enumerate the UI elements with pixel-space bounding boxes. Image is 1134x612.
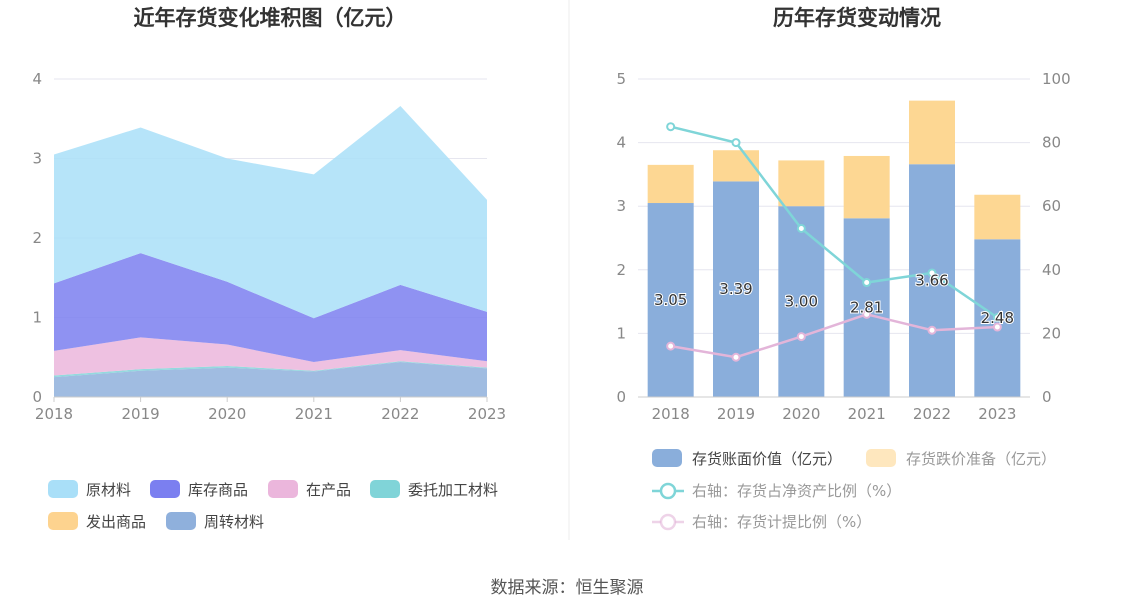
right-y2-tick-label: 80 [1042,134,1061,152]
bar-impairment [909,100,955,165]
bar-impairment [778,160,825,207]
right-y-tick-label: 4 [616,134,626,152]
bar-value-label: 3.00 [785,293,818,311]
left-y-tick-label: 1 [32,309,42,327]
left-x-tick-label: 2023 [468,405,506,423]
left-legend-swatch [166,512,196,530]
right-legend-label: 右轴：存货计提比例（%） [692,513,871,531]
left-legend-label: 原材料 [86,481,131,499]
right-y-tick-label: 3 [616,197,626,215]
right-grid [638,78,1030,334]
left-y-tick-label: 2 [32,229,42,247]
left-y-tick-label: 4 [32,70,42,88]
right-bars [647,100,1021,397]
area-inventory_goods [54,253,487,363]
right-x-tick-label: 2021 [848,405,886,423]
bar-value-label: 3.39 [719,280,752,298]
left-chart-title: 近年存货变化堆积图（亿元） [134,6,407,30]
right-lines [666,122,1002,362]
area-wip [54,337,487,376]
left-x-tick-label: 2020 [208,405,246,423]
right-x-tick-label: 2023 [978,405,1016,423]
left-x-tick-label: 2018 [35,405,73,423]
left-legend-label: 发出商品 [86,513,146,531]
bar-value-label: 3.05 [654,291,687,309]
right-axes: 0 1 2 3 4 5 0 20 40 60 80 100 2018 2019 2020 2021 2022 20… [616,70,1070,423]
area-consigned [54,361,487,378]
right-legend-label: 右轴：存货占净资产比例（%） [692,482,901,500]
right-legend-marker [659,513,677,531]
right-bar-labels: 3.05 3.39 3.00 2.81 3.66 2.48 [653,271,1015,329]
right-legend-marker [659,482,677,500]
right-legend-label: 存货跌价准备（亿元） [906,450,1056,468]
left-legend-label: 在产品 [306,481,351,499]
stacked-area-chart: 近年存货变化堆积图（亿元） 0 1 2 3 4 2018 2019 2020 2021 2022 2… [32,6,506,531]
right-y-tick-label: 5 [616,70,626,88]
right-x-tick-label: 2020 [782,405,820,423]
right-y2-tick-label: 100 [1042,70,1071,88]
line-point-provision_ratio [796,332,806,342]
bar-book-value [909,164,955,397]
right-legend: 存货账面价值（亿元） 存货跌价准备（亿元） 右轴：存货占净资产比例（%） 右轴：存货计… [652,449,1056,531]
line-provision_ratio [670,313,998,359]
right-legend-label: 存货账面价值（亿元） [692,450,842,468]
left-x-tick-label: 2022 [381,405,419,423]
line-ratio_net_assets [670,125,999,319]
right-legend-swatch [866,449,896,467]
left-areas [54,106,487,397]
right-y-tick-label: 2 [616,261,626,279]
line-point-provision_ratio [927,325,937,335]
data-source: 数据来源：恒生聚源 [491,578,644,598]
line-point-provision_ratio [666,341,676,351]
left-legend-label: 库存商品 [188,481,248,499]
line-point-ratio_net_assets [731,138,741,148]
left-legend-swatch [370,480,400,498]
area-raw_materials [54,106,487,319]
left-y-tick-label: 3 [32,150,42,168]
line-point-ratio_net_assets [992,313,1002,322]
line-point-provision_ratio [992,322,1002,332]
line-point-ratio_net_assets [666,122,676,132]
right-y2-tick-label: 0 [1042,388,1052,406]
line-point-provision_ratio [731,352,741,362]
right-x-tick-label: 2018 [652,405,690,423]
line-point-ratio_net_assets [862,278,872,288]
bar-value-label: 3.66 [915,272,948,290]
right-chart-title: 历年存货变动情况 [773,6,941,30]
left-legend-label: 周转材料 [204,513,264,531]
left-legend-label: 委托加工材料 [408,481,498,499]
left-x-tick-label: 2021 [295,405,333,423]
right-legend-swatch [652,449,682,467]
left-axes: 0 1 2 3 4 2018 2019 2020 2021 2022 2023 [32,70,506,423]
bar-impairment [843,155,890,219]
right-y2-tick-label: 20 [1042,324,1061,342]
area-turnover_materials [54,362,487,397]
bar-value-label: 2.48 [981,309,1014,327]
right-y-tick-label: 1 [616,324,626,342]
left-legend-swatch [48,480,78,498]
left-legend-swatch [48,512,78,530]
right-y2-tick-label: 60 [1042,197,1061,215]
left-y-tick-label: 0 [32,388,42,406]
left-x-tick-label: 2019 [122,405,160,423]
bar-book-value [843,218,890,397]
bar-impairment [974,194,1021,240]
bar-book-value [778,206,825,397]
left-legend-swatch [268,480,298,498]
right-x-tick-label: 2019 [717,405,755,423]
line-point-ratio_net_assets [927,268,937,278]
line-point-provision_ratio [862,309,872,319]
bar-book-value [647,203,694,397]
right-y-tick-label: 0 [616,388,626,406]
left-legend-swatch [150,480,180,498]
bar-impairment [647,164,694,204]
bar-line-chart: 历年存货变动情况 3.05 3.39 3.00 2.81 3.66 2.48 0 1 2 3 4 5… [616,6,1070,531]
right-y2-tick-label: 40 [1042,261,1061,279]
right-x-tick-label: 2022 [913,405,951,423]
line-point-ratio_net_assets [796,223,806,233]
bar-impairment [713,150,759,182]
bar-value-label: 2.81 [850,299,883,317]
